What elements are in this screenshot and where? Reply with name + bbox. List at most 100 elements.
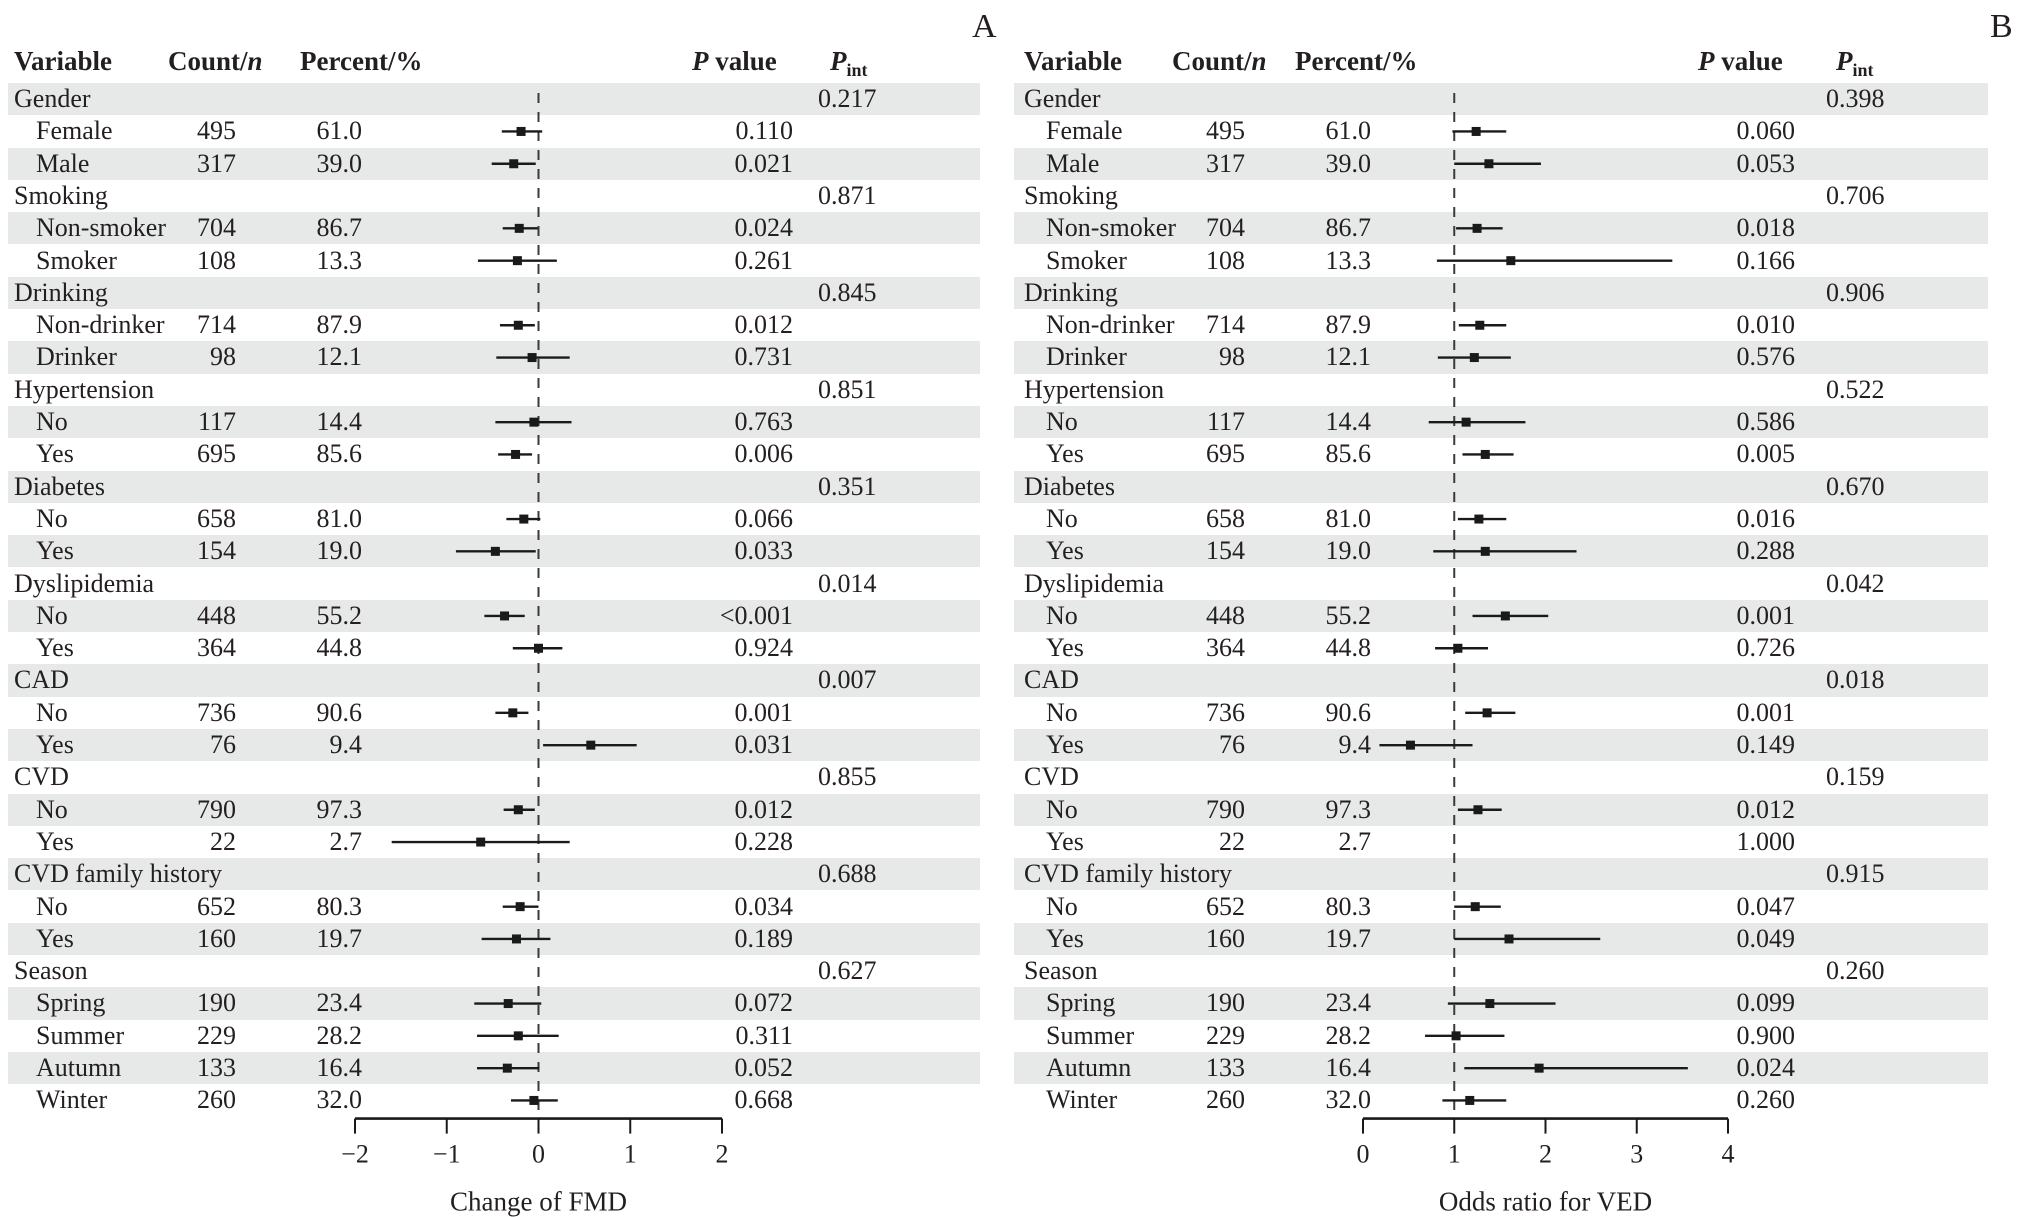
count-value: 317	[1206, 148, 1245, 178]
variable-label: Non-smoker	[1046, 213, 1176, 243]
point-estimate	[1504, 934, 1514, 944]
p-value: 0.166	[1736, 245, 1796, 275]
point-estimate	[1506, 256, 1516, 266]
variable-label: Yes	[36, 633, 74, 663]
subgroup-row: Non-drinker 714 87.9 0.010	[1014, 309, 1988, 341]
point-estimate	[1500, 611, 1510, 621]
p-value: 0.053	[1736, 148, 1796, 178]
group-row: Hypertension 0.851	[8, 374, 980, 406]
forest-plot-panel-b: B Variable Count/n Percent/% P value Pint Gen…	[1008, 0, 2020, 1217]
count-value: 495	[197, 116, 236, 146]
point-estimate	[527, 353, 537, 363]
subgroup-row: Yes 695 85.6 0.005	[1014, 438, 1988, 470]
variable-label: Summer	[36, 1020, 125, 1050]
group-row: CVD 0.159	[1014, 761, 1988, 793]
subgroup-row: Smoker 108 13.3 0.166	[1014, 245, 1988, 277]
point-estimate	[1470, 902, 1480, 912]
group-row: CVD family history 0.915	[1014, 858, 1988, 891]
count-value: 714	[197, 310, 236, 340]
subgroup-row: No 652 80.3 0.034	[8, 891, 980, 923]
percent-value: 55.2	[1325, 600, 1372, 630]
percent-value: 61.0	[316, 116, 363, 146]
header-percent: Percent/%	[300, 46, 423, 76]
p-interaction-value: 0.855	[818, 762, 877, 792]
variable-label: No	[36, 697, 68, 727]
count-value: 117	[1206, 407, 1245, 436]
percent-value: 12.1	[1325, 342, 1372, 372]
percent-value: 86.7	[316, 213, 363, 243]
p-value: 0.261	[734, 245, 794, 275]
subgroup-row: Spring 190 23.4 0.072	[8, 987, 980, 1020]
header-percent: Percent/%	[1295, 46, 1418, 76]
subgroup-row: Yes 22 2.7 1.000	[1014, 826, 1988, 858]
point-estimate	[1475, 320, 1485, 330]
subgroup-row: Yes 76 9.4 0.149	[1014, 729, 1988, 762]
variable-label: Summer	[1046, 1020, 1135, 1050]
count-value: 448	[197, 600, 236, 630]
percent-value: 81.0	[316, 503, 363, 533]
variable-label: CVD	[1024, 762, 1079, 792]
percent-value: 90.6	[1325, 697, 1372, 727]
count-value: 160	[1206, 923, 1245, 953]
percent-value: 19.7	[316, 923, 363, 953]
subgroup-row: Winter 260 32.0 0.668	[8, 1084, 980, 1116]
p-value: 0.228	[734, 826, 794, 856]
variable-label: Diabetes	[1024, 471, 1115, 501]
variable-label: CVD	[14, 762, 69, 792]
subgroup-row: Female 495 61.0 0.110	[8, 115, 980, 147]
group-row: CVD family history 0.688	[8, 858, 980, 891]
p-interaction-value: 0.007	[818, 665, 877, 695]
point-estimate	[511, 934, 521, 944]
header-variable: Variable	[14, 46, 113, 76]
percent-value: 80.3	[316, 891, 363, 921]
header-p-value: P value	[692, 46, 777, 76]
count-value: 260	[1206, 1085, 1245, 1115]
variable-label: No	[1046, 407, 1078, 436]
p-value: 0.001	[1736, 697, 1796, 727]
point-estimate	[508, 708, 518, 718]
count-value: 229	[197, 1020, 236, 1050]
variable-label: Non-drinker	[36, 310, 165, 340]
variable-label: Season	[14, 956, 88, 986]
p-interaction-value: 0.159	[1826, 762, 1885, 792]
x-axis-title: Odds ratio for VED	[1439, 1187, 1652, 1217]
count-value: 154	[1206, 536, 1245, 566]
percent-value: 12.1	[316, 342, 363, 372]
p-value: 0.021	[734, 148, 794, 178]
header-count: Count/n	[168, 46, 263, 76]
count-value: 714	[1206, 310, 1245, 340]
count-value: 260	[197, 1085, 236, 1115]
x-tick-label: 4	[1722, 1140, 1735, 1169]
p-value: 0.005	[1736, 439, 1796, 469]
variable-label: Smoking	[1024, 180, 1118, 210]
variable-label: Yes	[36, 730, 74, 759]
variable-label: Smoking	[14, 180, 108, 210]
group-row: Smoking 0.871	[8, 180, 980, 212]
count-value: 495	[1206, 116, 1245, 146]
variable-label: Autumn	[36, 1053, 122, 1082]
percent-value: 23.4	[1325, 988, 1372, 1018]
point-estimate	[515, 902, 525, 912]
point-estimate	[490, 546, 500, 556]
count-value: 652	[1206, 891, 1245, 921]
group-row: Season 0.627	[8, 955, 980, 987]
percent-value: 19.0	[316, 536, 363, 566]
count-value: 364	[197, 633, 236, 663]
percent-value: 13.3	[316, 245, 363, 275]
point-estimate	[1474, 514, 1484, 524]
count-value: 160	[197, 923, 236, 953]
variable-label: Yes	[1046, 730, 1084, 759]
count-value: 704	[1206, 213, 1245, 243]
variable-label: Yes	[36, 826, 74, 856]
subgroup-row: No 790 97.3 0.012	[8, 793, 980, 826]
count-value: 704	[197, 213, 236, 243]
point-estimate	[586, 740, 596, 750]
variable-label: Diabetes	[14, 471, 105, 501]
subgroup-row: Winter 260 32.0 0.260	[1014, 1084, 1988, 1116]
percent-value: 85.6	[1325, 439, 1372, 469]
p-value: 0.049	[1736, 923, 1796, 953]
p-interaction-value: 0.851	[818, 374, 877, 404]
variable-label: CAD	[1024, 665, 1079, 695]
panel-label: B	[1990, 8, 2013, 45]
x-tick-label: 3	[1630, 1140, 1643, 1169]
